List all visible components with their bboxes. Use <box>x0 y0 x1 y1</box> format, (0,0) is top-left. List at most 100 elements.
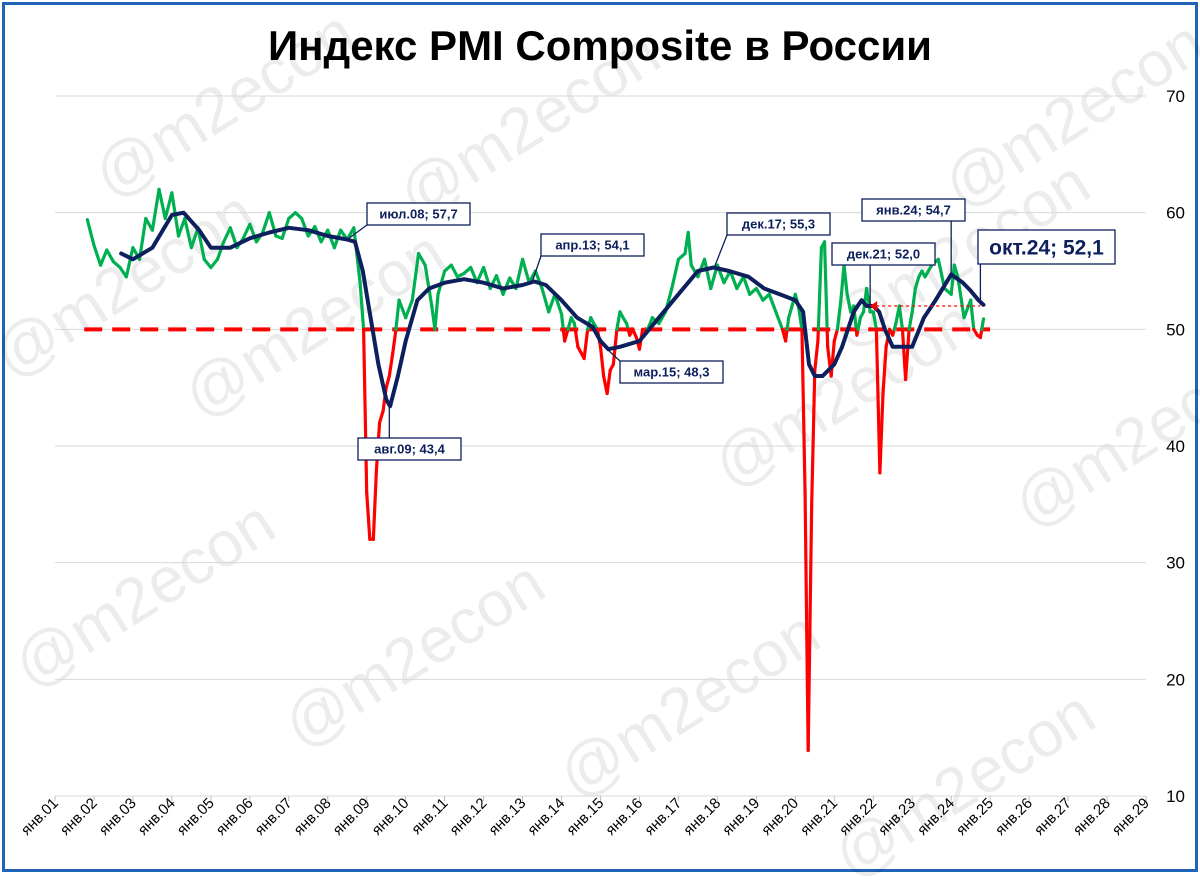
pmi-line-segment <box>776 312 783 330</box>
x-tick-label: янв.19 <box>719 795 763 839</box>
pmi-line-segment <box>425 265 432 306</box>
x-tick-label: янв.11 <box>408 795 451 838</box>
pmi-line-segment <box>899 306 902 329</box>
x-tick-label: янв.02 <box>57 795 101 839</box>
pmi-line-segment <box>419 254 426 266</box>
pmi-line-segment <box>873 312 876 330</box>
x-tick-label: янв.26 <box>992 795 1036 839</box>
pmi-line-segment <box>107 250 114 262</box>
y-tick-label: 60 <box>1166 204 1185 223</box>
pmi-line-segment <box>364 329 367 492</box>
x-tick-label: янв.03 <box>96 795 140 839</box>
pmi-line-segment <box>786 329 788 341</box>
pmi-line-segment <box>688 233 691 266</box>
x-tick-label: янв.20 <box>758 795 802 839</box>
pmi-line-segment <box>87 220 94 246</box>
pmi-line-segment <box>217 242 223 260</box>
x-tick-label: янв.18 <box>680 795 724 839</box>
pmi-line-segment <box>812 370 815 504</box>
x-tick-label: янв.05 <box>174 795 218 839</box>
x-tick-label: янв.06 <box>213 795 257 839</box>
pmi-line-segment <box>535 271 542 289</box>
pmi-line-segment <box>302 219 309 237</box>
pmi-chart: 10203040506070янв.01янв.02янв.03янв.04ян… <box>0 0 1200 872</box>
pmi-line-segment <box>435 294 438 329</box>
annotation-label: апр.13; 54,1 <box>555 238 629 253</box>
pmi-line-segment <box>787 318 789 330</box>
pmi-line-segment <box>858 318 860 330</box>
pmi-line-segment <box>815 341 818 370</box>
pmi-line-segment <box>523 259 530 282</box>
pmi-line-segment <box>831 341 834 376</box>
pmi-line-segment <box>396 300 399 329</box>
x-tick-label: янв.14 <box>524 795 568 839</box>
x-tick-label: янв.29 <box>1109 795 1153 839</box>
annotation-label: окт.24; 52,1 <box>989 237 1104 260</box>
x-tick-label: янв.27 <box>1031 795 1075 839</box>
pmi-line-segment <box>825 242 828 330</box>
pmi-line-segment <box>386 376 389 388</box>
pmi-line-segment <box>743 277 749 295</box>
annotation-label: дек.21; 52,0 <box>847 247 920 262</box>
pmi-line-segment <box>847 294 851 312</box>
pmi-line-segment <box>705 259 711 288</box>
x-tick-label: янв.01 <box>18 795 62 839</box>
pmi-line-segment <box>971 300 974 329</box>
x-tick-label: янв.21 <box>797 795 841 839</box>
x-tick-label: янв.23 <box>875 795 919 839</box>
x-tick-label: янв.12 <box>446 795 490 839</box>
pmi-line-segment <box>373 469 376 539</box>
x-tick-label: янв.13 <box>485 795 529 839</box>
pmi-line-segment <box>909 312 912 330</box>
y-tick-label: 50 <box>1166 320 1185 339</box>
x-tick-label: янв.25 <box>953 795 997 839</box>
y-tick-label: 40 <box>1166 437 1185 456</box>
pmi-line-segment <box>126 248 133 277</box>
y-tick-label: 20 <box>1166 670 1185 689</box>
x-tick-label: янв.07 <box>252 795 296 839</box>
annotation-label: авг.09; 43,4 <box>374 442 445 457</box>
pmi-line-segment <box>607 370 610 393</box>
pmi-line-segment <box>837 300 841 329</box>
pmi-line-segment <box>880 394 883 473</box>
x-tick-label: янв.09 <box>330 795 374 839</box>
pmi-line-segment <box>101 250 107 265</box>
pmi-line-segment <box>584 329 588 358</box>
pmi-line-segment <box>152 189 159 230</box>
pmi-line-segment <box>575 329 578 347</box>
pmi-line-segment <box>380 411 384 423</box>
x-tick-label: янв.04 <box>135 795 179 839</box>
pmi-line-segment <box>243 224 250 238</box>
pmi-line-segment <box>412 254 418 301</box>
pmi-line-segment <box>827 329 828 347</box>
annotation-label: июл.08; 57,7 <box>379 207 457 222</box>
annotation-leader <box>714 235 727 268</box>
pmi-line-segment <box>263 213 270 233</box>
pmi-line-segment <box>672 259 679 288</box>
pmi-line-segment <box>834 329 837 341</box>
pmi-line-segment <box>94 245 101 265</box>
x-tick-label: янв.15 <box>563 795 607 839</box>
pmi-line-segment <box>389 353 393 376</box>
pmi-line-segment <box>844 265 847 294</box>
pmi-line-segment <box>808 504 812 750</box>
pmi-line-segment <box>906 329 910 379</box>
pmi-line-segment <box>925 265 932 277</box>
pmi-line-segment <box>360 283 364 330</box>
x-tick-label: янв.28 <box>1070 795 1114 839</box>
x-tick-label: янв.10 <box>369 795 413 839</box>
annotation-label: дек.17; 55,3 <box>742 217 815 232</box>
pmi-line-segment <box>802 329 805 492</box>
annotation-label: янв.24; 54,7 <box>876 203 951 218</box>
annotation-label: мар.15; 48,3 <box>634 365 710 380</box>
x-tick-label: янв.16 <box>602 795 646 839</box>
pmi-line-segment <box>912 289 915 312</box>
pmi-line-segment <box>562 314 564 329</box>
pmi-line-segment <box>756 289 763 301</box>
pmi-line-segment <box>159 189 165 218</box>
pmi-line-segment <box>399 300 406 318</box>
x-tick-label: янв.08 <box>291 795 335 839</box>
pmi-line-segment <box>549 294 555 312</box>
pmi-line-segment <box>982 319 984 330</box>
pmi-line-segment <box>883 347 886 394</box>
